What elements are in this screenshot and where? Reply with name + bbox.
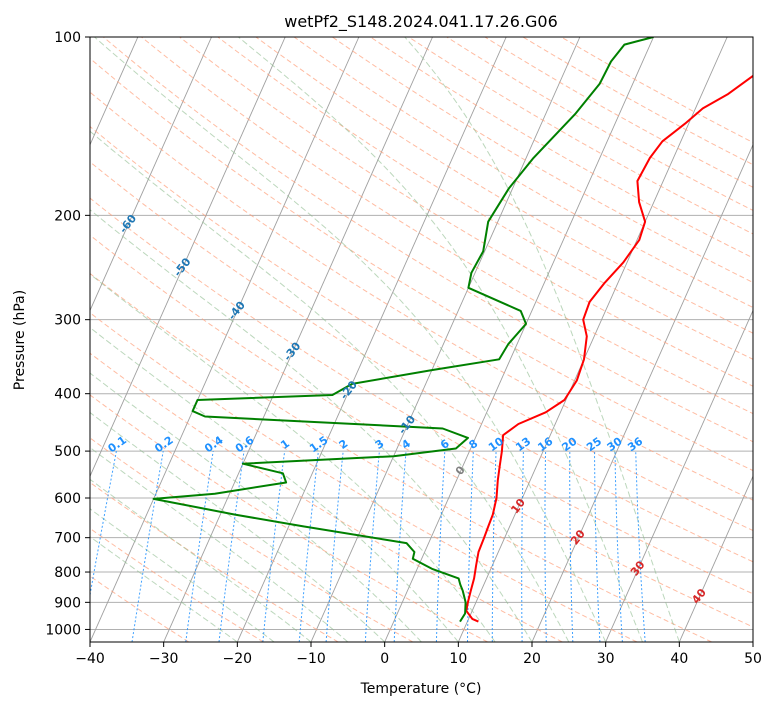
y-tick-label: 300 [54, 313, 81, 329]
dry-adiabat [90, 197, 753, 595]
dry-adiabat [90, 272, 712, 642]
dry-adiabat [332, 37, 753, 284]
temperature-line [465, 74, 753, 623]
plot-frame [89, 36, 754, 643]
isotherm-line [0, 37, 64, 642]
dry-adiabat [370, 37, 753, 259]
y-tick-label: 500 [54, 444, 81, 460]
series-layer [152, 37, 753, 623]
isotherm-line [163, 37, 433, 642]
isotherm-line [531, 143, 753, 642]
dry-adiabat [90, 57, 753, 472]
x-tick-label: 40 [670, 651, 688, 667]
y-tick-label: 800 [54, 565, 81, 581]
moist-adiabat [90, 411, 386, 642]
isotherm-line [90, 37, 139, 146]
x-tick-label: −40 [75, 651, 105, 667]
dry-adiabat [90, 527, 264, 642]
isotherm-line [678, 475, 753, 642]
x-tick-label: 0 [380, 651, 389, 667]
y-axis-title: Pressure (hPa) [12, 290, 28, 390]
dry-adiabat [90, 481, 339, 642]
mixing-ratio-line [218, 451, 245, 642]
dry-adiabat [90, 312, 638, 642]
isotherm-line [90, 37, 286, 478]
dry-adiabat [522, 37, 753, 166]
moist-adiabat [90, 372, 422, 642]
moist-adiabat [94, 37, 607, 642]
dry-adiabat [90, 161, 753, 563]
x-tick-label: 10 [449, 651, 467, 667]
dry-adiabat [90, 234, 753, 628]
isotherm-line [605, 309, 753, 642]
y-tick-label: 700 [54, 531, 81, 547]
dry-adiabat [102, 37, 753, 443]
dry-adiabat [255, 37, 753, 334]
isotherm-line [90, 37, 212, 312]
dry-adiabat [90, 125, 753, 532]
moist-adiabat [404, 37, 680, 642]
dry-adiabat [179, 37, 753, 387]
dry-adiabat [90, 91, 753, 501]
dewpoint-line [152, 37, 654, 623]
mixing-ratio-line [131, 451, 164, 642]
dry-adiabat [484, 37, 753, 188]
plot-background [90, 37, 753, 642]
moist-adiabat [90, 446, 349, 642]
moist-adiabat [90, 536, 238, 642]
y-tick-label: 1000 [45, 622, 81, 638]
y-tick-label: 600 [54, 491, 81, 507]
mixing-ratio-line [185, 451, 214, 642]
x-tick-label: −10 [296, 651, 326, 667]
dry-adiabat [446, 37, 753, 211]
y-tick-label: 100 [54, 30, 81, 46]
isotherm-line [236, 37, 507, 642]
moist-adiabat [90, 209, 533, 642]
chart-title: wetPf2_S148.2024.041.17.26.G06 [284, 12, 558, 32]
mixing-ratio-line [90, 451, 117, 598]
dry-adiabat [90, 352, 563, 642]
dry-adiabat [141, 37, 753, 415]
y-tick-label: 200 [54, 208, 81, 224]
grid-layer [0, 37, 753, 642]
moist-adiabat [90, 478, 312, 642]
x-axis-title: Temperature (°C) [360, 681, 482, 697]
isotherm-label: -70 [62, 169, 85, 193]
x-tick-label: 20 [523, 651, 541, 667]
isotherm-line [384, 37, 654, 642]
axes-layer: −40 −30 −20 −10 0 10 20 30 40 50 100 200 300 400 500 60… [45, 30, 762, 667]
dry-adiabat [217, 37, 753, 360]
isotherm-label: -80 [8, 125, 31, 149]
moist-adiabat [90, 130, 570, 642]
y-tick-label: 400 [54, 387, 81, 403]
moist-adiabat [238, 37, 643, 642]
isotherm-line [752, 640, 753, 642]
y-tick-label: 900 [54, 595, 81, 611]
x-tick-label: −20 [223, 651, 253, 667]
x-tick-label: 30 [597, 651, 615, 667]
isotherm-line [457, 37, 728, 642]
x-tick-label: 50 [744, 651, 762, 667]
x-tick-label: −30 [149, 651, 179, 667]
